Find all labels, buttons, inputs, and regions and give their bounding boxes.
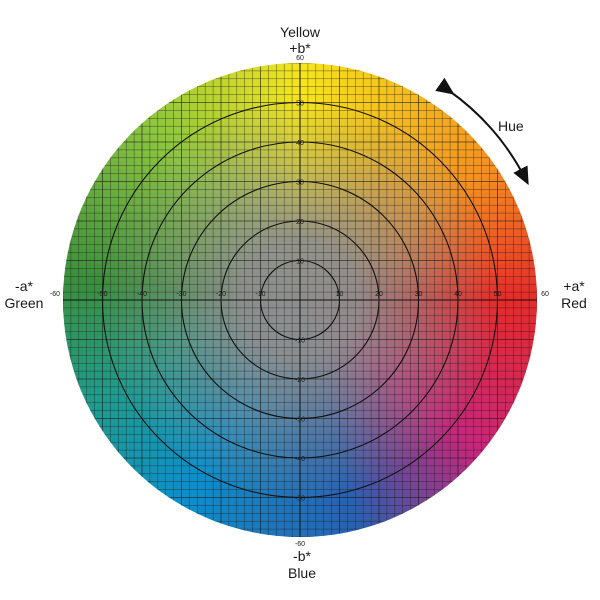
tick-label: 50 [296,101,304,108]
tick-label: -30 [176,291,186,298]
tick-label: 20 [375,291,383,298]
tick-label: -60 [295,541,305,548]
tick-label: -40 [137,291,147,298]
tick-label: -10 [295,338,305,345]
tick-label: 40 [454,291,462,298]
tick-label: 10 [336,291,344,298]
tick-label: 30 [296,180,304,187]
plus-b-label: +b* [289,40,311,56]
plus-a-label: +a* [563,278,585,294]
tick-label: -20 [216,291,226,298]
red-label: Red [561,295,587,311]
tick-label: -50 [295,496,305,503]
tick-label: 20 [296,219,304,226]
tick-label: 60 [296,55,304,62]
green-label: Green [5,295,44,311]
tick-label: -60 [50,291,60,298]
tick-label: 60 [541,291,549,298]
tick-label: -20 [295,377,305,384]
tick-label: -10 [255,291,265,298]
tick-label: 10 [296,259,304,266]
tick-label: -40 [295,456,305,463]
tick-label: -50 [97,291,107,298]
tick-labels: -60 -50 -40 -30 -20 -10 10 20 30 40 50 60 60 50 40 30 20… [50,55,549,548]
tick-label: -30 [295,417,305,424]
tick-label: 30 [415,291,423,298]
minus-a-label: -a* [15,278,33,294]
hue-label: Hue [498,118,524,134]
minus-b-label: -b* [293,548,311,564]
tick-label: 50 [494,291,502,298]
hue-arrow [435,77,529,186]
yellow-label: Yellow [280,24,321,40]
blue-label: Blue [288,565,316,581]
tick-label: 40 [296,140,304,147]
